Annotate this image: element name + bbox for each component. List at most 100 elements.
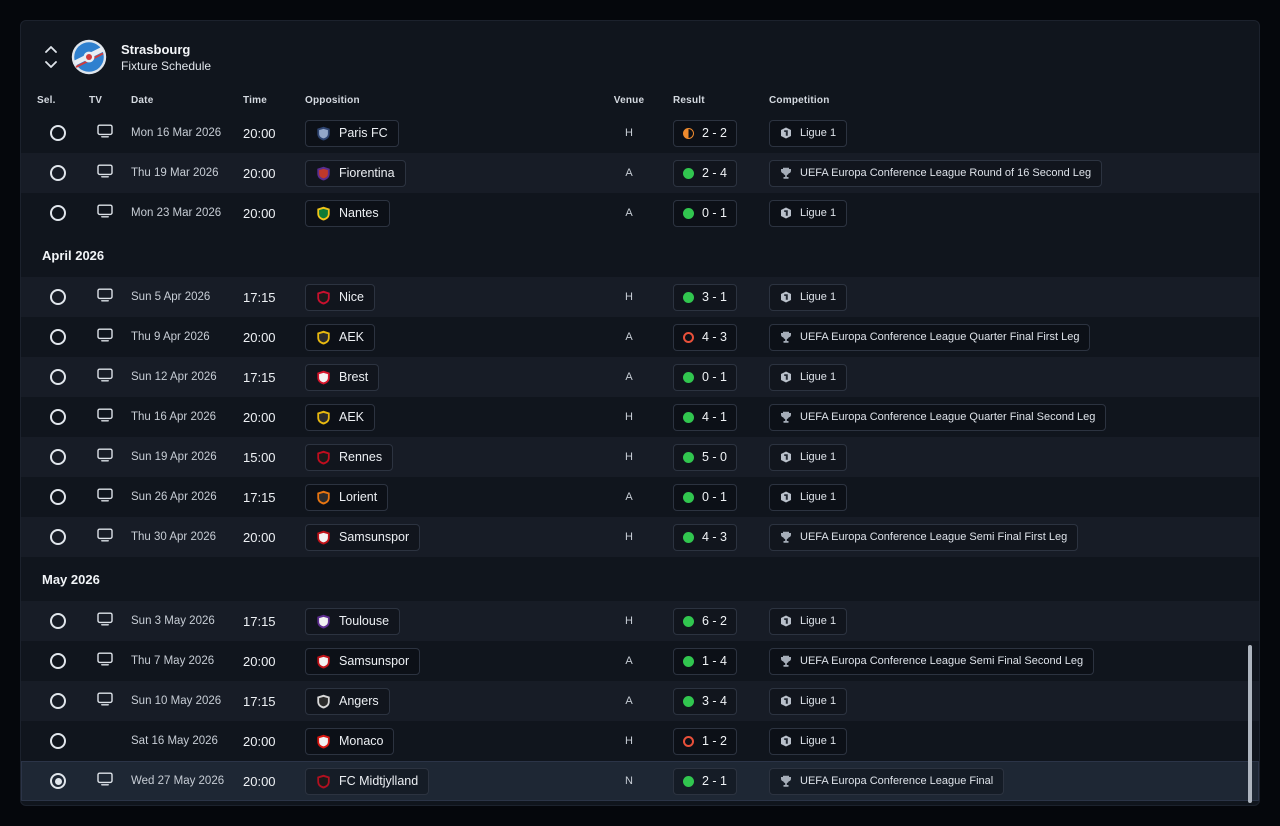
result-chip[interactable]: 1 - 2 <box>673 727 737 755</box>
opposition-chip[interactable]: Monaco <box>305 727 395 755</box>
competition-chip[interactable]: Ligue 1 <box>769 119 848 147</box>
select-radio[interactable] <box>50 289 66 305</box>
fixture-row[interactable]: Thu 19 Mar 2026 20:00 Fiorentina A 2 - 4 <box>21 153 1259 193</box>
competition-chip[interactable]: Ligue 1 <box>769 727 848 755</box>
result-chip[interactable]: 2 - 4 <box>673 159 737 187</box>
fixture-row[interactable]: Thu 30 Apr 2026 20:00 Samsunspor H 4 - 3 <box>21 517 1259 557</box>
opposition-chip[interactable]: Rennes <box>305 443 394 471</box>
select-radio[interactable] <box>50 329 66 345</box>
select-radio[interactable] <box>50 489 66 505</box>
competition-chip[interactable]: UEFA Europa Conference League Round of 1… <box>769 159 1103 187</box>
select-radio[interactable] <box>50 773 66 789</box>
opposition-chip[interactable]: Brest <box>305 363 380 391</box>
competition-chip[interactable]: Ligue 1 <box>769 443 848 471</box>
select-radio[interactable] <box>50 613 66 629</box>
result-score: 1 - 2 <box>701 734 727 748</box>
opposition-chip[interactable]: Nantes <box>305 199 390 227</box>
select-radio[interactable] <box>50 409 66 425</box>
result-chip[interactable]: 3 - 4 <box>673 687 737 715</box>
competition-chip[interactable]: Ligue 1 <box>769 283 848 311</box>
fixture-row[interactable]: Sun 10 May 2026 17:15 Angers A 3 - 4 <box>21 681 1259 721</box>
result-chip[interactable]: 4 - 1 <box>673 403 737 431</box>
result-chip[interactable]: 0 - 1 <box>673 199 737 227</box>
competition-chip[interactable]: Ligue 1 <box>769 607 848 635</box>
team-crest-icon <box>317 166 330 180</box>
result-outcome-dot <box>682 207 694 219</box>
select-radio[interactable] <box>50 205 66 221</box>
fixture-row[interactable]: Thu 7 May 2026 20:00 Samsunspor A 1 - 4 <box>21 641 1259 681</box>
competition-chip[interactable]: UEFA Europa Conference League Quarter Fi… <box>769 403 1107 431</box>
fixture-row[interactable]: Thu 9 Apr 2026 20:00 AEK A 4 - 3 <box>21 317 1259 357</box>
opposition-chip[interactable]: Samsunspor <box>305 647 421 675</box>
opposition-chip[interactable]: Nice <box>305 283 376 311</box>
result-chip[interactable]: 6 - 2 <box>673 607 737 635</box>
fixture-time: 20:00 <box>243 773 276 789</box>
result-chip[interactable]: 0 - 1 <box>673 483 737 511</box>
select-radio[interactable] <box>50 369 66 385</box>
result-chip[interactable]: 4 - 3 <box>673 523 737 551</box>
month-section-header: May 2026 <box>21 557 1259 601</box>
competition-chip[interactable]: Ligue 1 <box>769 483 848 511</box>
result-chip[interactable]: 3 - 1 <box>673 283 737 311</box>
chevron-up-icon[interactable] <box>43 45 59 55</box>
fixture-row[interactable]: Sun 5 Apr 2026 17:15 Nice H 3 - 1 <box>21 277 1259 317</box>
select-radio[interactable] <box>50 125 66 141</box>
opposition-name: Nantes <box>339 206 379 220</box>
select-radio[interactable] <box>50 693 66 709</box>
select-radio[interactable] <box>50 529 66 545</box>
fixture-row[interactable]: Sat 16 May 2026 20:00 Monaco H 1 - 2 <box>21 721 1259 761</box>
competition-name: Ligue 1 <box>800 615 837 627</box>
result-chip[interactable]: 5 - 0 <box>673 443 737 471</box>
opposition-chip[interactable]: AEK <box>305 403 376 431</box>
column-headers: Sel. TV Date Time Opposition Venue Resul… <box>21 87 1259 113</box>
result-chip[interactable]: 0 - 1 <box>673 363 737 391</box>
ligue1-icon <box>781 695 791 707</box>
result-chip[interactable]: 2 - 2 <box>673 119 737 147</box>
fixture-date: Sun 12 Apr 2026 <box>131 371 217 383</box>
competition-chip[interactable]: UEFA Europa Conference League Quarter Fi… <box>769 323 1091 351</box>
result-chip[interactable]: 4 - 3 <box>673 323 737 351</box>
competition-chip[interactable]: Ligue 1 <box>769 363 848 391</box>
opposition-chip[interactable]: Angers <box>305 687 390 715</box>
opposition-chip[interactable]: Lorient <box>305 483 389 511</box>
competition-chip[interactable]: UEFA Europa Conference League Semi Final… <box>769 647 1095 675</box>
fixture-row[interactable]: Sun 3 May 2026 17:15 Toulouse H 6 - 2 <box>21 601 1259 641</box>
opposition-chip[interactable]: Toulouse <box>305 607 401 635</box>
select-radio[interactable] <box>50 653 66 669</box>
opposition-chip[interactable]: Fiorentina <box>305 159 406 187</box>
result-chip[interactable]: 1 - 4 <box>673 647 737 675</box>
team-crest-icon <box>317 654 330 668</box>
vertical-scrollbar[interactable] <box>1248 645 1252 803</box>
ligue1-icon <box>781 291 791 303</box>
competition-chip[interactable]: UEFA Europa Conference League Semi Final… <box>769 523 1079 551</box>
result-score: 0 - 1 <box>701 490 727 504</box>
fixture-row[interactable]: Wed 27 May 2026 20:00 FC Midtjylland N 2… <box>21 761 1259 801</box>
competition-chip[interactable]: Ligue 1 <box>769 199 848 227</box>
fixture-date: Sun 3 May 2026 <box>131 615 215 627</box>
fixture-time: 15:00 <box>243 449 276 465</box>
fixture-row[interactable]: Sun 19 Apr 2026 15:00 Rennes H 5 - 0 <box>21 437 1259 477</box>
result-chip[interactable]: 2 - 1 <box>673 767 737 795</box>
fixture-row[interactable]: Sun 12 Apr 2026 17:15 Brest A 0 - 1 <box>21 357 1259 397</box>
tv-icon <box>97 368 113 387</box>
result-score: 5 - 0 <box>701 450 727 464</box>
fixture-row[interactable]: Mon 16 Mar 2026 20:00 Paris FC H 2 - 2 <box>21 113 1259 153</box>
fixture-row[interactable]: Thu 16 Apr 2026 20:00 AEK H 4 - 1 <box>21 397 1259 437</box>
result-outcome-dot <box>682 127 694 139</box>
fixture-date: Sun 26 Apr 2026 <box>131 491 217 503</box>
tv-icon <box>97 652 113 671</box>
chevron-down-icon[interactable] <box>43 60 59 70</box>
fixture-row[interactable]: Mon 23 Mar 2026 20:00 Nantes A 0 - 1 <box>21 193 1259 233</box>
opposition-chip[interactable]: Paris FC <box>305 119 399 147</box>
select-radio[interactable] <box>50 733 66 749</box>
select-radio[interactable] <box>50 449 66 465</box>
select-radio[interactable] <box>50 165 66 181</box>
competition-chip[interactable]: UEFA Europa Conference League Final <box>769 767 1005 795</box>
opposition-chip[interactable]: AEK <box>305 323 376 351</box>
opposition-chip[interactable]: Samsunspor <box>305 523 421 551</box>
opposition-chip[interactable]: FC Midtjylland <box>305 767 430 795</box>
competition-chip[interactable]: Ligue 1 <box>769 687 848 715</box>
fixture-row[interactable]: Sun 26 Apr 2026 17:15 Lorient A 0 - 1 <box>21 477 1259 517</box>
venue-indicator: A <box>625 655 633 667</box>
column-header-competition: Competition <box>769 94 830 106</box>
